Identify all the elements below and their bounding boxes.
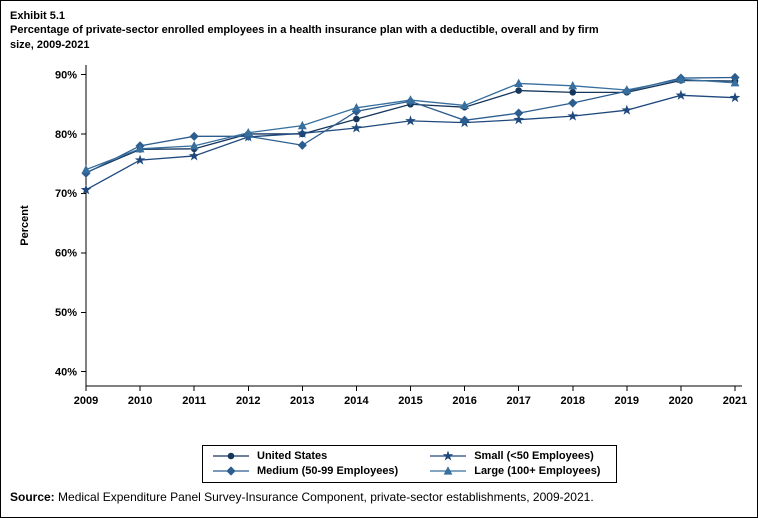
legend-label: United States	[257, 450, 328, 462]
data-point	[514, 78, 524, 88]
y-tick-label: 50%	[55, 307, 77, 319]
x-tick-label: 2019	[615, 395, 639, 407]
data-point	[352, 103, 361, 112]
star-marker-icon	[430, 450, 467, 461]
data-point	[676, 74, 686, 83]
data-point	[730, 78, 740, 87]
circle-marker-icon	[213, 452, 249, 460]
x-tick-label: 2017	[506, 395, 530, 407]
x-tick-label: 2013	[290, 395, 314, 407]
data-point	[515, 87, 522, 94]
data-point	[297, 127, 308, 138]
exhibit-number: Exhibit 5.1	[10, 10, 66, 22]
diamond-marker-icon	[213, 466, 249, 476]
data-point	[514, 108, 524, 118]
data-point	[297, 120, 307, 130]
x-tick-label: 2011	[182, 395, 206, 407]
y-tick-label: 40%	[55, 367, 77, 379]
legend-label: Medium (50-99 Employees)	[257, 465, 399, 477]
data-point	[569, 89, 577, 96]
data-point	[189, 141, 199, 150]
legend-label: Large (100+ Employees)	[474, 465, 601, 477]
triangle-marker-icon	[430, 466, 467, 475]
source-label: Source:	[10, 490, 55, 504]
y-tick-label: 80%	[55, 129, 77, 141]
x-tick-label: 2020	[669, 395, 693, 407]
data-point	[621, 104, 633, 115]
data-point	[189, 131, 199, 141]
data-point	[243, 127, 253, 137]
x-tick-label: 2016	[452, 395, 476, 407]
axis-labels: 40% 50% 60% 70% 80% 90% 2009 2010 2011 2012 2013 20…	[19, 69, 747, 407]
data-point	[81, 164, 91, 174]
legend-label: Small (<50 Employees)	[474, 450, 594, 462]
x-tick-label: 2021	[723, 395, 747, 407]
data-point	[353, 115, 360, 123]
source-note: Source: Medical Expenditure Panel Survey…	[10, 490, 594, 504]
series-united-states	[82, 77, 739, 176]
data-point	[513, 114, 524, 125]
data-point	[568, 98, 578, 108]
y-tick-label: 70%	[55, 188, 77, 200]
y-tick-label: 90%	[55, 69, 77, 81]
axes	[81, 65, 742, 391]
data-point	[622, 85, 632, 94]
data-point	[567, 110, 579, 121]
data-point	[80, 184, 92, 195]
data-point	[227, 452, 235, 460]
x-tick-label: 2015	[398, 395, 422, 407]
data-point	[135, 144, 145, 153]
source-text: Medical Expenditure Panel Survey-Insuran…	[58, 490, 594, 504]
data-point	[406, 95, 415, 104]
data-point	[730, 72, 740, 83]
x-tick-label: 2010	[128, 395, 152, 407]
legend-item: Medium (50-99 Employees)	[211, 464, 398, 478]
data-point	[297, 140, 307, 150]
legend-item: Small (<50 Employees)	[428, 449, 600, 463]
data-point	[226, 466, 236, 476]
y-tick-label: 60%	[55, 248, 77, 260]
x-tick-label: 2009	[74, 395, 98, 407]
chart-title: Percentage of private-sector enrolled em…	[10, 24, 599, 51]
series-large-100-employees	[81, 74, 740, 174]
chart-legend: United States Small (<50 Employees) Medium…	[202, 445, 618, 483]
data-point	[442, 450, 454, 461]
legend-item: Large (100+ Employees)	[428, 464, 600, 478]
y-axis-title: Percent	[19, 205, 31, 246]
data-point	[351, 122, 362, 133]
x-tick-label: 2014	[344, 395, 369, 407]
data-point	[443, 466, 453, 475]
legend-item: United States	[211, 449, 398, 463]
data-point	[188, 150, 200, 161]
data-point	[405, 115, 416, 126]
data-point	[134, 154, 146, 165]
data-point	[460, 100, 469, 110]
data-point	[729, 92, 741, 103]
data-point	[675, 89, 687, 100]
x-tick-label: 2012	[236, 395, 260, 407]
line-chart-canvas: 40% 50% 60% 70% 80% 90% 2009 2010 2011 2012 2013 20…	[19, 65, 747, 407]
x-tick-label: 2018	[561, 395, 585, 407]
chart-header: Exhibit 5.1 Percentage of private-sector…	[10, 9, 630, 52]
data-point	[459, 115, 470, 125]
data-point	[568, 81, 578, 90]
